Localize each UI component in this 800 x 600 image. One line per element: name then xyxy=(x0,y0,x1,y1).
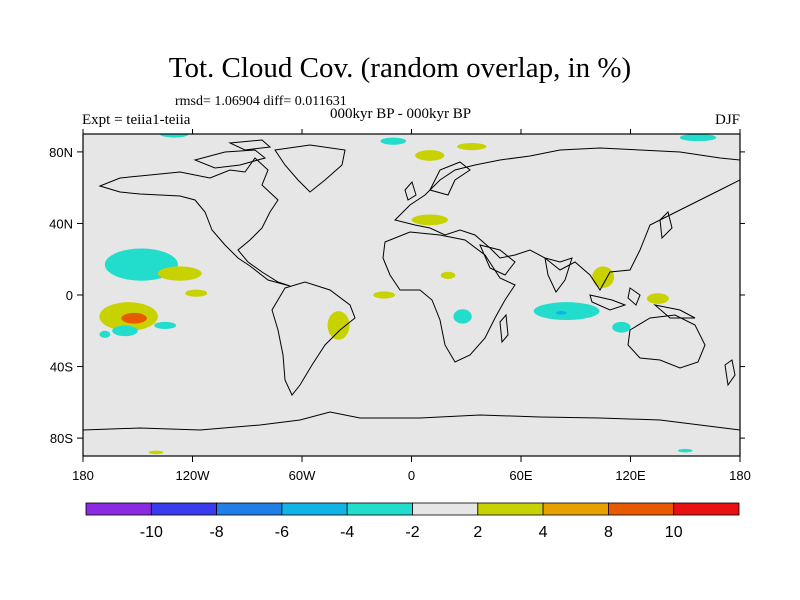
x-tick-label: 120E xyxy=(615,468,646,483)
y-tick-label: 0 xyxy=(66,288,73,303)
colorbar-swatch xyxy=(673,502,740,516)
colorbar-swatch xyxy=(542,502,609,516)
period-label: 000kyr BP - 000kyr BP xyxy=(330,106,472,122)
anomaly-patch xyxy=(411,214,448,226)
chart-title: Tot. Cloud Cov. (random overlap, in %) xyxy=(168,52,632,84)
coastline-australia xyxy=(627,314,706,369)
anomaly-patch xyxy=(148,450,164,455)
colorbar-label: -10 xyxy=(140,524,163,541)
coastline-arabia xyxy=(479,244,516,276)
colorbar-label: -6 xyxy=(275,524,289,541)
y-tick-label: 80S xyxy=(50,431,73,446)
colorbar-swatch xyxy=(346,502,413,516)
anomaly-patch xyxy=(159,134,189,138)
coastline-north-america xyxy=(98,157,291,287)
coastline-arctic-islands xyxy=(193,139,272,169)
y-tick-label: 80N xyxy=(49,145,73,160)
coastline-japan xyxy=(659,211,673,240)
coastline-india xyxy=(544,257,573,293)
colorbar-label: 2 xyxy=(473,524,482,541)
anomaly-patch xyxy=(327,311,350,340)
coastline-antarctica xyxy=(83,411,740,431)
anomaly-patch xyxy=(415,150,445,161)
colorbar-label: -8 xyxy=(209,524,223,541)
anomaly-patch xyxy=(612,321,631,333)
colorbar-swatch xyxy=(412,502,479,516)
colorbar-swatch xyxy=(216,502,283,516)
anomaly-patch xyxy=(440,271,456,279)
coastline-africa xyxy=(382,231,516,363)
x-tick-label: 120W xyxy=(176,468,211,483)
anomaly-patch xyxy=(112,325,138,337)
anomaly-patch xyxy=(677,448,693,453)
y-tick-label: 40N xyxy=(49,216,73,231)
coastline-uk xyxy=(404,180,417,201)
anomaly-patch xyxy=(646,293,669,304)
anomaly-patch xyxy=(121,312,147,324)
x-tick-label: 0 xyxy=(408,468,415,483)
anomaly-patch xyxy=(154,321,177,329)
colorbar-swatch xyxy=(608,502,675,516)
coastline-indonesia xyxy=(589,287,696,319)
stats-text: rmsd= 1.06904 diff= 0.011631 xyxy=(175,94,347,109)
season-label: DJF xyxy=(714,112,740,128)
colorbar-swatch xyxy=(281,502,348,516)
colorbar: -10 -8 -6 -4 -2 2 4 8 10 xyxy=(85,502,740,541)
anomaly-layer xyxy=(99,134,717,455)
x-tick-label: 60E xyxy=(509,468,532,483)
x-tick-label: 60W xyxy=(289,468,316,483)
colorbar-label: 8 xyxy=(604,524,613,541)
anomaly-patch xyxy=(457,142,487,151)
experiment-label: Expt = teiia1-teiia xyxy=(82,112,191,128)
colorbar-label: 4 xyxy=(539,524,548,541)
coastline-greenland xyxy=(274,144,346,193)
y-tick-label: 40S xyxy=(50,360,73,375)
x-tick-label: 180 xyxy=(729,468,751,483)
colorbar-label: 10 xyxy=(665,524,683,541)
colorbar-swatch xyxy=(477,502,544,516)
anomaly-patch xyxy=(373,291,396,299)
x-tick-label: 180 xyxy=(72,468,94,483)
anomaly-patch xyxy=(380,137,407,145)
coastline-layer xyxy=(83,139,740,431)
anomaly-patch xyxy=(453,309,472,324)
colorbar-label: -4 xyxy=(340,524,354,541)
colorbar-label: -2 xyxy=(405,524,419,541)
anomaly-patch xyxy=(533,302,600,321)
coastline-new-zealand xyxy=(724,359,736,387)
anomaly-patch xyxy=(679,134,717,142)
anomaly-patch xyxy=(555,311,567,315)
colorbar-swatch xyxy=(85,502,152,516)
anomaly-patch xyxy=(592,266,615,288)
axis-ticks: 180 120W 60W 0 60E 120E 180 80N 40N 0 40S 80S xyxy=(49,129,751,483)
anomaly-patch xyxy=(99,330,111,338)
colorbar-swatch xyxy=(150,502,218,516)
anomaly-patch xyxy=(185,289,208,297)
coastline-madagascar xyxy=(499,313,509,344)
anomaly-patch xyxy=(157,266,202,281)
coastline-scandinavia xyxy=(429,161,471,196)
coastline-south-america xyxy=(271,281,356,396)
